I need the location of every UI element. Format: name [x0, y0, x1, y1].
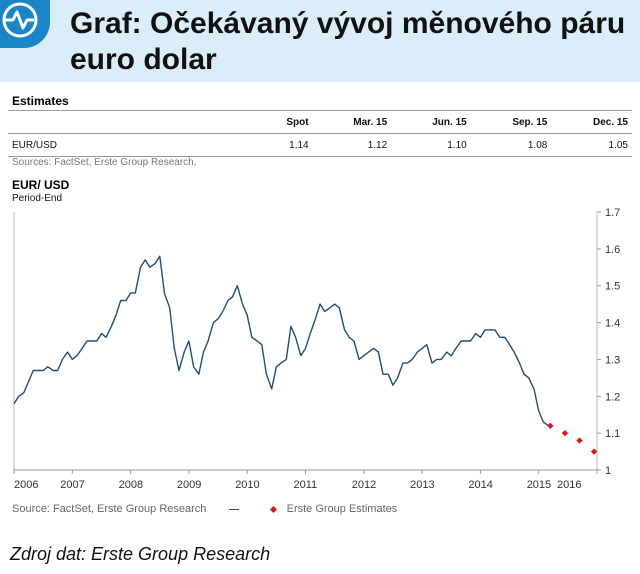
x-tick-label: 2009	[177, 479, 201, 491]
row-label: EUR/USD	[8, 133, 256, 157]
cell-jun15: 1.10	[391, 133, 471, 157]
x-tick-label: 2016	[557, 479, 581, 491]
x-tick-label: 2012	[352, 479, 376, 491]
estimate-point	[547, 422, 554, 429]
cell-spot: 1.14	[256, 133, 313, 157]
cell-mar15: 1.12	[312, 133, 392, 157]
legend-label-estimates: Erste Group Estimates	[286, 503, 398, 515]
chart-area: 1 1.1 1.2 1.3 1.4 1.5 1.6 1.7 2006 2007 2008 2009 20…	[13, 207, 620, 491]
y-tick-label: 1.4	[605, 318, 620, 330]
y-tick-label: 1	[605, 465, 611, 477]
estimates-col-mar15: Mar. 15	[312, 110, 392, 134]
x-tick-label: 2015	[527, 479, 551, 491]
chart-legend: Source: FactSet, Erste Group Research Er…	[12, 503, 397, 515]
estimates-table: Spot Mar. 15 Jun. 15 Sep. 15 Dec. 15 EUR…	[8, 110, 632, 157]
estimate-point	[561, 429, 569, 437]
x-tick-label: 2013	[410, 479, 434, 491]
estimates-col-spot: Spot	[256, 110, 313, 134]
y-tick-label: 1.1	[605, 428, 620, 440]
y-tick-label: 1.5	[605, 281, 620, 293]
logo-badge	[0, 0, 50, 48]
estimates-col-dec15: Dec. 15	[551, 110, 632, 134]
series-line-eurusd	[13, 255, 550, 427]
page-title-line1: Graf: Očekávaný vývoj měnového páru	[70, 7, 626, 40]
cell-dec15: 1.05	[551, 133, 632, 157]
y-tick-label: 1.3	[605, 354, 620, 366]
y-tick-label: 1.7	[605, 207, 620, 219]
estimates-col-jun15: Jun. 15	[391, 110, 471, 134]
cell-sep15: 1.08	[470, 133, 552, 157]
x-tick-label: 2014	[468, 479, 492, 491]
page-title: Graf: Očekávaný vývoj měnového páru euro…	[70, 6, 630, 78]
x-tick-label: 2007	[60, 479, 84, 491]
chart-subtitle: Period-End	[12, 193, 63, 204]
x-tick-label: 2010	[235, 479, 259, 491]
x-tick-label: 2006	[14, 479, 38, 491]
legend-diamond-swatch	[269, 505, 277, 513]
chart-title: EUR/ USD	[12, 178, 70, 192]
page-title-line2: euro dolar	[70, 43, 217, 76]
estimate-point	[590, 448, 598, 455]
table-row: EUR/USD 1.14 1.12 1.10 1.08 1.05	[8, 133, 632, 157]
estimates-source: Sources: FactSet, Erste Group Research.	[12, 157, 197, 168]
estimates-col-label	[8, 110, 256, 134]
footer-source: Zdroj dat: Erste Group Research	[10, 544, 271, 564]
content-panel	[0, 84, 640, 538]
y-tick-label: 1.2	[605, 391, 620, 403]
estimates-title: Estimates	[12, 94, 69, 108]
header-banner: Graf: Očekávaný vývoj měnového páru euro…	[0, 0, 640, 82]
legend-line-swatch	[229, 508, 240, 510]
estimates-header-row: Spot Mar. 15 Jun. 15 Sep. 15 Dec. 15	[8, 110, 632, 134]
x-tick-label: 2008	[119, 479, 143, 491]
x-tick-label: 2011	[294, 479, 318, 491]
estimate-point	[576, 437, 583, 444]
y-tick-label: 1.6	[605, 244, 620, 256]
estimates-col-sep15: Sep. 15	[470, 110, 552, 134]
chart-pulse-icon	[2, 2, 38, 38]
chart-source: Source: FactSet, Erste Group Research	[12, 503, 207, 515]
